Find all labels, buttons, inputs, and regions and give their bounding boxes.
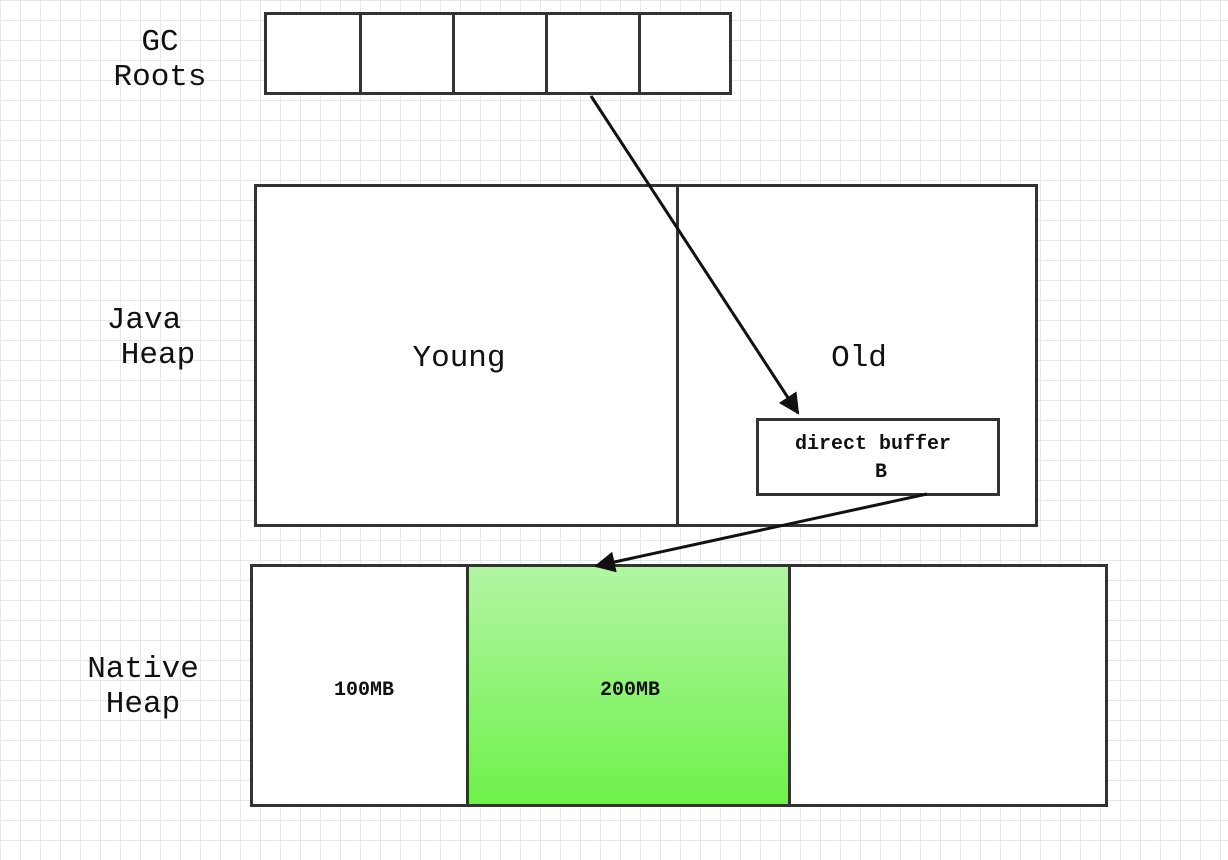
- direct-buffer-label-line1: direct buffer: [794, 433, 952, 456]
- old-label: Old: [831, 341, 887, 376]
- java-heap-label-line2: Heap: [120, 338, 196, 373]
- gc-root-slot: [362, 15, 455, 92]
- native-heap-label-line1: Native: [87, 652, 199, 687]
- native-block-free: [791, 567, 1105, 804]
- gc-roots-label-line2: Roots: [113, 60, 207, 95]
- young-label: Young: [412, 341, 506, 376]
- java-heap-label-line1: Java: [106, 303, 182, 338]
- native-heap-label: Native Heap: [68, 652, 218, 722]
- native-heap-label-line2: Heap: [105, 687, 181, 722]
- native-block-200mb: [469, 567, 791, 804]
- gc-root-slot: [455, 15, 548, 92]
- gc-roots-label: GC Roots: [96, 25, 224, 95]
- native-block-100mb: [253, 567, 469, 804]
- block-2-label: 200MB: [599, 679, 660, 702]
- gc-root-slot: [267, 15, 362, 92]
- gc-roots-label-line1: GC: [141, 25, 179, 60]
- block-1-label: 100MB: [333, 679, 394, 702]
- gc-root-slot: [548, 15, 641, 92]
- native-heap: 100MB 200MB: [250, 564, 1108, 807]
- direct-buffer: direct buffer B: [756, 418, 1000, 496]
- java-heap-label: Java Heap: [86, 303, 214, 373]
- gc-roots-array: [264, 12, 732, 95]
- direct-buffer-label-line2: B: [874, 461, 887, 484]
- gc-root-slot: [641, 15, 729, 92]
